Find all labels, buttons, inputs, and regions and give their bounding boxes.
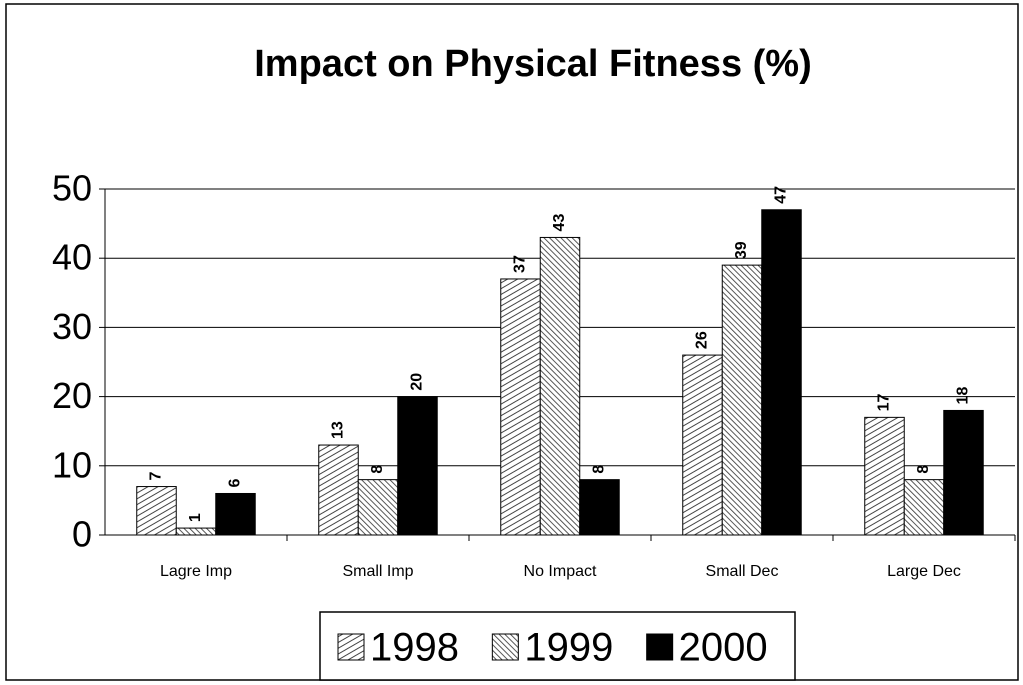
- x-tick-label: Large Dec: [887, 563, 961, 580]
- data-label: 8: [369, 465, 386, 474]
- data-label: 47: [773, 186, 790, 204]
- bar: [318, 444, 359, 536]
- legend-label: 1999: [524, 626, 613, 670]
- bar: [943, 409, 984, 536]
- bar: [721, 264, 763, 536]
- y-tick-label: 50: [52, 168, 92, 209]
- bar: [682, 354, 723, 536]
- data-label: 8: [591, 465, 608, 474]
- data-label: 6: [227, 478, 244, 487]
- data-label: 13: [330, 421, 347, 439]
- legend-box: [319, 611, 796, 681]
- data-label: 7: [148, 472, 165, 481]
- bar: [215, 492, 256, 536]
- bar: [175, 527, 217, 536]
- legend-label: 1998: [370, 626, 459, 670]
- legend-label: 2000: [679, 626, 768, 670]
- y-tick-label: 0: [72, 514, 92, 555]
- data-label: 20: [409, 373, 426, 391]
- x-tick-label: Small Imp: [342, 563, 413, 580]
- legend-swatch: [337, 633, 365, 661]
- bar: [500, 278, 541, 536]
- bar: [903, 479, 945, 536]
- data-label: 26: [694, 331, 711, 349]
- x-tick-label: Small Dec: [706, 563, 779, 580]
- y-tick-label: 40: [52, 237, 92, 278]
- data-label: 17: [876, 393, 893, 411]
- bar: [397, 396, 438, 536]
- bar: [864, 416, 905, 536]
- legend-swatch: [491, 633, 519, 661]
- bar: [761, 209, 802, 536]
- y-tick-label: 20: [52, 375, 92, 416]
- data-label: 39: [733, 241, 750, 259]
- y-tick-label: 10: [52, 444, 92, 485]
- x-tick-label: No Impact: [524, 563, 597, 580]
- data-label: 43: [551, 214, 568, 232]
- chart-title: Impact on Physical Fitness (%): [254, 43, 811, 85]
- data-label: 1: [187, 513, 204, 522]
- y-tick-label: 30: [52, 306, 92, 347]
- data-label: 18: [955, 387, 972, 405]
- bar: [136, 486, 177, 536]
- legend-swatch: [646, 633, 674, 661]
- data-label: 8: [915, 465, 932, 474]
- x-tick-label: Lagre Imp: [160, 563, 232, 580]
- bar: [357, 479, 399, 536]
- data-label: 37: [512, 255, 529, 273]
- bar: [579, 479, 620, 536]
- bar: [539, 236, 581, 536]
